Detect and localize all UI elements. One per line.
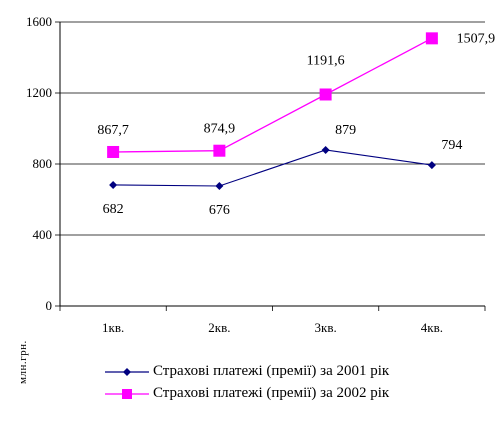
series-group (107, 32, 438, 191)
data-point-diamond (321, 145, 330, 154)
data-label: 1507,9 (457, 31, 496, 46)
data-label: 867,7 (97, 123, 129, 138)
y-tick-label: 800 (33, 156, 53, 171)
x-tick-label: 2кв. (208, 320, 230, 335)
legend-item-2001: Страхові платежі (премії) за 2001 рік (101, 361, 431, 383)
legend-item-2002: Страхові платежі (премії) за 2002 рік (101, 383, 431, 405)
data-label: 879 (335, 123, 356, 138)
data-point-square (425, 32, 438, 45)
y-tick-label: 1600 (26, 14, 52, 29)
x-tick-label: 1кв. (102, 320, 124, 335)
x-tick-labels: 1кв. 2кв. 3кв. 4кв. (102, 320, 443, 335)
data-label: 676 (209, 203, 230, 218)
series-line-1 (113, 149, 432, 187)
data-point-diamond (109, 180, 118, 189)
x-tick-label: 3кв. (315, 320, 337, 335)
data-label: 1191,6 (307, 53, 345, 68)
y-tick-label: 400 (33, 227, 53, 242)
grid-lines (60, 21, 485, 236)
data-point-diamond (215, 182, 224, 191)
data-point-diamond (427, 161, 436, 170)
legend-label-2001: Страхові платежі (премії) за 2001 рік (153, 363, 390, 379)
y-tick-label: 1200 (26, 85, 52, 100)
legend-swatch-2002 (105, 389, 149, 399)
data-label: 794 (441, 138, 462, 153)
legend-label-2002: Страхові платежі (премії) за 2002 рік (153, 385, 390, 401)
y-tick-label: 0 (46, 298, 53, 313)
square-marker-icon (122, 389, 132, 399)
data-point-square (107, 145, 120, 158)
data-label: 874,9 (204, 122, 236, 137)
data-labels: 682 676 879 794 867,7 874,9 1191,6 1507,9 (97, 31, 495, 218)
diamond-marker-icon (123, 368, 131, 376)
series-line-2 (113, 37, 433, 153)
y-axis-label: млн.грн. (17, 340, 29, 384)
axes (55, 21, 486, 311)
legend: Страхові платежі (премії) за 2001 рік Ст… (101, 361, 431, 405)
legend-swatch-2001 (105, 368, 149, 376)
data-point-square (319, 88, 332, 101)
x-tick-label: 4кв. (421, 320, 443, 335)
data-point-square (213, 144, 226, 157)
data-label: 682 (103, 202, 124, 217)
y-tick-labels: 0 400 800 1200 1600 (26, 14, 52, 313)
